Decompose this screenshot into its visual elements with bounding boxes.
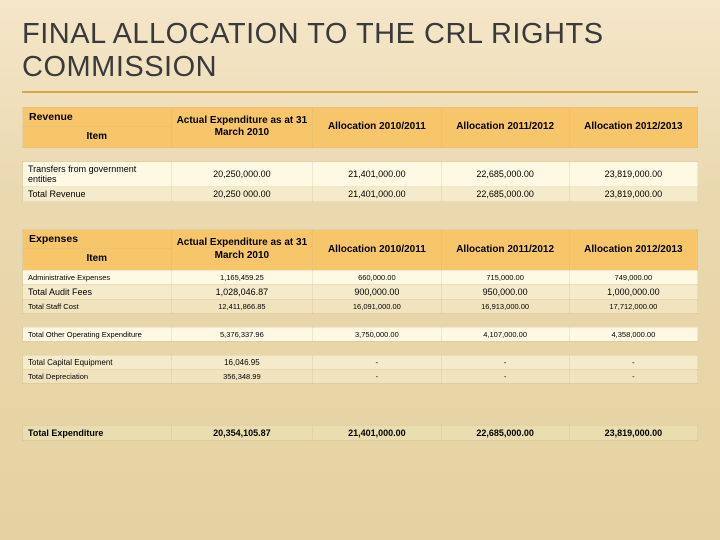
exp-row4-c3: - <box>569 355 697 369</box>
allocation-table: Revenue Actual Expenditure as at 31 Marc… <box>22 107 698 441</box>
exp-row4-c1: - <box>313 355 441 369</box>
exp-row3-c2: 4,107,000.00 <box>441 327 569 341</box>
item-header-rev: Item <box>23 126 172 148</box>
rev-row0-c1: 21,401,000.00 <box>313 162 441 187</box>
exp-row5-c2: - <box>441 369 569 383</box>
col-1213-rev: Allocation 2012/2013 <box>569 107 697 148</box>
exp-row2-c1: 16,091,000.00 <box>313 299 441 313</box>
expenses-header: Expenses <box>23 230 172 249</box>
exp-row0-c1: 660,000.00 <box>313 270 441 284</box>
col-1112-rev: Allocation 2011/2012 <box>441 107 569 148</box>
revenue-header: Revenue <box>23 107 172 126</box>
col-1213-exp: Allocation 2012/2013 <box>569 230 697 271</box>
col-actual-rev: Actual Expenditure as at 31 March 2010 <box>171 107 313 148</box>
exp-row4-actual: 16,046.95 <box>171 355 313 369</box>
item-header-exp: Item <box>23 249 172 271</box>
exp-row5-item: Total Depreciation <box>23 369 172 383</box>
exp-row1-c1: 900,000.00 <box>313 284 441 299</box>
rev-row0-c2: 22,685,000.00 <box>441 162 569 187</box>
exp-row2-c2: 16,913,000.00 <box>441 299 569 313</box>
rev-row0-actual: 20,250,000.00 <box>171 162 313 187</box>
col-1011-rev: Allocation 2010/2011 <box>313 107 441 148</box>
exp-row3-actual: 5,376,337.96 <box>171 327 313 341</box>
exp-row1-actual: 1,028,046.87 <box>171 284 313 299</box>
exp-row2-c3: 17,712,000.00 <box>569 299 697 313</box>
rev-row1-item: Total Revenue <box>23 187 172 202</box>
exp-row4-c2: - <box>441 355 569 369</box>
exp-row5-actual: 356,348.99 <box>171 369 313 383</box>
total-actual: 20,354,105.87 <box>171 425 313 440</box>
exp-row1-c3: 1,000,000.00 <box>569 284 697 299</box>
rev-row1-c1: 21,401,000.00 <box>313 187 441 202</box>
exp-row1-item: Total Audit Fees <box>23 284 172 299</box>
title-underline <box>22 91 698 93</box>
rev-row1-c2: 22,685,000.00 <box>441 187 569 202</box>
exp-row2-actual: 12,411,866.85 <box>171 299 313 313</box>
rev-row1-actual: 20,250 000.00 <box>171 187 313 202</box>
rev-row0-c3: 23,819,000.00 <box>569 162 697 187</box>
exp-row5-c3: - <box>569 369 697 383</box>
exp-row3-c1: 3,750,000.00 <box>313 327 441 341</box>
total-item: Total Expenditure <box>23 425 172 440</box>
col-1011-exp: Allocation 2010/2011 <box>313 230 441 271</box>
total-c1: 21,401,000.00 <box>313 425 441 440</box>
rev-row1-c3: 23,819,000.00 <box>569 187 697 202</box>
exp-row3-c3: 4,358,000.00 <box>569 327 697 341</box>
col-1112-exp: Allocation 2011/2012 <box>441 230 569 271</box>
col-actual-exp: Actual Expenditure as at 31 March 2010 <box>171 230 313 271</box>
exp-row0-c2: 715,000.00 <box>441 270 569 284</box>
exp-row1-c2: 950,000.00 <box>441 284 569 299</box>
exp-row0-c3: 749,000.00 <box>569 270 697 284</box>
exp-row3-item: Total Other Operating Expenditure <box>23 327 172 341</box>
exp-row0-actual: 1,165,459.25 <box>171 270 313 284</box>
slide-title: FINAL ALLOCATION TO THE CRL RIGHTS COMMI… <box>22 18 698 85</box>
exp-row2-item: Total Staff Cost <box>23 299 172 313</box>
total-c2: 22,685,000.00 <box>441 425 569 440</box>
exp-row4-item: Total Capital Equipment <box>23 355 172 369</box>
exp-row0-item: Administrative Expenses <box>23 270 172 284</box>
total-c3: 23,819,000.00 <box>569 425 697 440</box>
exp-row5-c1: - <box>313 369 441 383</box>
rev-row0-item: Transfers from government entities <box>23 162 172 187</box>
